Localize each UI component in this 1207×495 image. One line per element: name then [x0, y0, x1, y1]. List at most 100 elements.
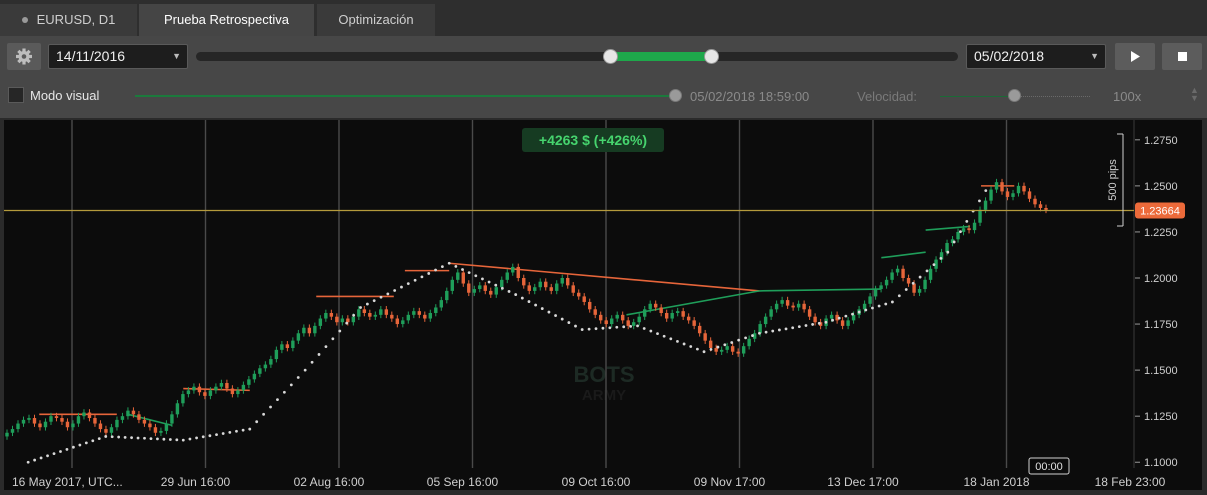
stop-dot [149, 437, 153, 440]
speed-slider-rest [1018, 96, 1090, 97]
candle-body [533, 287, 537, 291]
y-tick-label: 1.1000 [1144, 457, 1178, 469]
stop-dot [642, 327, 646, 330]
stop-dot [547, 310, 551, 314]
candle-body [373, 314, 378, 317]
candle-body [5, 432, 9, 437]
end-date-select[interactable]: 05/02/2018 ▼ [966, 44, 1106, 69]
stop-dot [844, 314, 848, 318]
stop-dot [594, 327, 598, 331]
candle-body [615, 314, 619, 319]
candle-body [835, 314, 839, 321]
stop-dot [984, 189, 988, 193]
crosshair-time-label: 00:00 [1035, 461, 1063, 473]
tab-backtest[interactable]: Prueba Retrospectiva [139, 4, 314, 36]
candle-body [148, 423, 152, 428]
candle-body [1044, 207, 1048, 210]
candle-body [544, 281, 548, 288]
candle-body [566, 277, 570, 286]
candle-body [494, 287, 498, 295]
status-dot-icon [21, 16, 28, 23]
stop-dot [534, 303, 538, 307]
stop-dot [911, 281, 915, 285]
stop-dot [467, 271, 471, 275]
candle-body [769, 309, 773, 317]
candle-body [741, 346, 746, 354]
candle-body [87, 412, 92, 419]
candle-body [1033, 198, 1037, 205]
candle-body [967, 228, 971, 231]
candle-body [225, 383, 229, 389]
stop-dot [965, 220, 969, 223]
candle-body [65, 421, 70, 428]
profit-badge-bg [522, 128, 664, 152]
play-button[interactable] [1115, 43, 1155, 70]
candle-body [170, 414, 174, 424]
x-tick-label: 18 Feb 23:00 [1095, 475, 1166, 489]
visual-mode-checkbox[interactable] [8, 87, 24, 103]
watermark-bottom: ARMY [582, 387, 626, 404]
candle-body [626, 320, 630, 326]
candle-body [159, 430, 163, 433]
range-end-handle[interactable] [704, 49, 719, 64]
stop-dot [709, 347, 713, 351]
visual-progress-handle[interactable] [669, 89, 682, 102]
stop-dot [110, 435, 114, 439]
stop-dot [811, 323, 815, 326]
candle-body [939, 252, 944, 260]
candle-body [27, 418, 31, 420]
stop-dot [925, 269, 929, 273]
settings-button[interactable] [7, 43, 41, 70]
stop-button[interactable] [1162, 43, 1202, 70]
price-tag-label: 1.23664 [1140, 205, 1180, 217]
speed-spinner[interactable]: ▲ ▼ [1190, 85, 1199, 103]
current-price-tag: 1.23664 [1135, 202, 1185, 219]
stop-dot [574, 324, 577, 328]
candle-body [346, 318, 350, 323]
candle-body [511, 266, 515, 273]
candle-body [758, 324, 762, 334]
candle-body [1011, 193, 1015, 197]
speed-slider-track[interactable] [940, 96, 1012, 97]
range-start-handle[interactable] [603, 49, 618, 64]
stop-dot [427, 272, 431, 275]
stop-dot [897, 294, 901, 298]
candle-body [577, 292, 581, 297]
stop-dot [338, 329, 342, 333]
stop-dot [587, 327, 591, 331]
candle-body [186, 390, 191, 395]
candle-body [637, 316, 641, 323]
stop-dot [514, 293, 518, 296]
start-date-select[interactable]: 14/11/2016 ▼ [48, 44, 188, 69]
x-tick-label: 05 Sep 16:00 [427, 475, 499, 489]
candle-body [549, 287, 553, 291]
stop-dot [567, 321, 571, 324]
stop-dot [379, 295, 383, 299]
stop-dot [65, 447, 69, 451]
y-tick-label: 1.1250 [1144, 411, 1178, 423]
candle-body [604, 320, 608, 325]
stop-dot [764, 330, 768, 334]
candle-body [890, 272, 894, 280]
tab-optimization[interactable]: Optimización [317, 4, 435, 36]
candlestick-chart[interactable]: BOTS ARMY 1.2750 1.2500 1.2250 1.2000 1.1750… [4, 120, 1202, 490]
price-chart[interactable]: BOTS ARMY 1.2750 1.2500 1.2250 1.2000 1.1750… [4, 120, 1202, 490]
stop-dot [26, 460, 30, 464]
candle-body [412, 311, 416, 315]
stop-dot [296, 376, 300, 379]
tab-symbol[interactable]: EURUSD, D1 [0, 4, 137, 36]
speed-slider-handle[interactable] [1008, 89, 1021, 102]
chevron-down-icon: ▼ [172, 51, 181, 61]
date-range-slider[interactable] [196, 52, 958, 61]
candle-body [653, 303, 658, 308]
stop-dot [208, 434, 212, 438]
visual-progress-track[interactable] [135, 95, 676, 97]
candle-body [137, 414, 141, 420]
stop-dot [723, 343, 727, 347]
candle-body [351, 316, 356, 323]
candle-body [785, 300, 790, 306]
candle-body [21, 419, 26, 424]
visual-mode-bar [0, 80, 1207, 118]
tab-symbol-label: EURUSD, D1 [36, 12, 116, 27]
stop-dot [420, 275, 424, 279]
